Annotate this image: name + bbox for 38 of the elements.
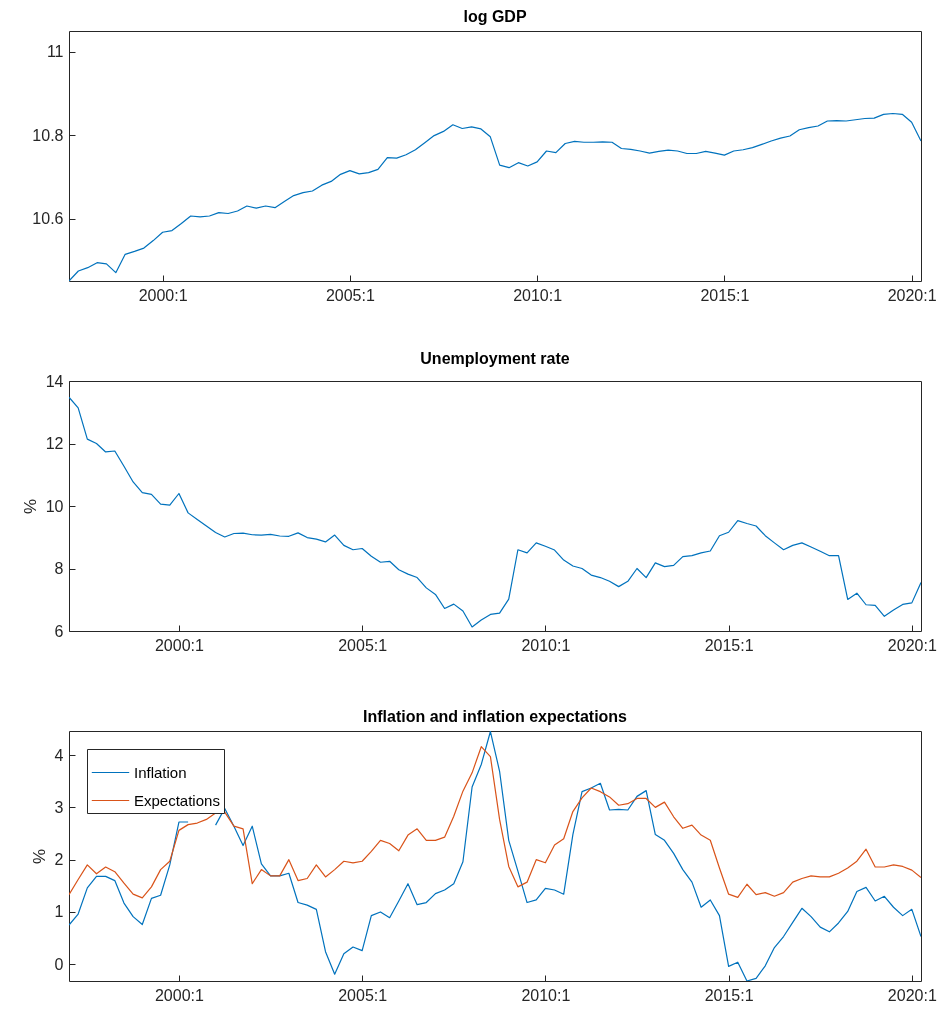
line-series <box>69 396 921 628</box>
y-tick-label: 3 <box>54 798 64 816</box>
y-axis-title: % <box>20 498 40 515</box>
line-series <box>69 746 921 899</box>
x-tick-label: 2015:1 <box>704 636 754 654</box>
y-tick-label: 0 <box>54 955 64 973</box>
legend-label: Expectations <box>134 791 220 809</box>
y-tick-label: 8 <box>54 560 64 577</box>
x-tick-label: 2005:1 <box>338 636 388 654</box>
y-tick-label: 2 <box>54 851 64 869</box>
y-tick-label: 10.8 <box>32 126 64 144</box>
x-tick-label: 2015:1 <box>700 286 750 304</box>
y-axis-title: % <box>29 848 49 865</box>
chart-title: Unemployment rate <box>420 350 570 367</box>
y-tick-label: 4 <box>54 746 64 764</box>
x-tick-label: 2020:1 <box>887 986 937 1004</box>
y-tick-label: 12 <box>45 435 64 452</box>
y-tick-label: 11 <box>46 43 64 61</box>
y-tick-label: 1 <box>54 903 64 921</box>
x-tick-label: 2000:1 <box>138 286 188 304</box>
x-tick-label: 2020:1 <box>887 636 937 654</box>
x-tick-label: 2000:1 <box>154 986 205 1004</box>
x-tick-label: 2010:1 <box>521 986 571 1004</box>
legend-label: Inflation <box>134 763 187 781</box>
x-tick-label: 2000:1 <box>154 636 205 654</box>
x-tick-label: 2010:1 <box>521 636 571 654</box>
x-tick-label: 2010:1 <box>513 286 563 304</box>
x-tick-label: 2015:1 <box>704 986 754 1004</box>
y-tick-label: 10.6 <box>32 210 64 227</box>
x-tick-label: 2005:1 <box>338 986 388 1004</box>
line-series <box>69 112 921 281</box>
y-tick-label: 10 <box>45 497 64 515</box>
y-tick-label: 14 <box>45 372 64 390</box>
x-tick-label: 2020:1 <box>887 286 937 304</box>
chart-title: Inflation and inflation expectations <box>362 708 628 725</box>
x-tick-label: 2005:1 <box>325 286 375 304</box>
chart-title: log GDP <box>463 8 527 25</box>
y-tick-label: 6 <box>54 622 64 640</box>
